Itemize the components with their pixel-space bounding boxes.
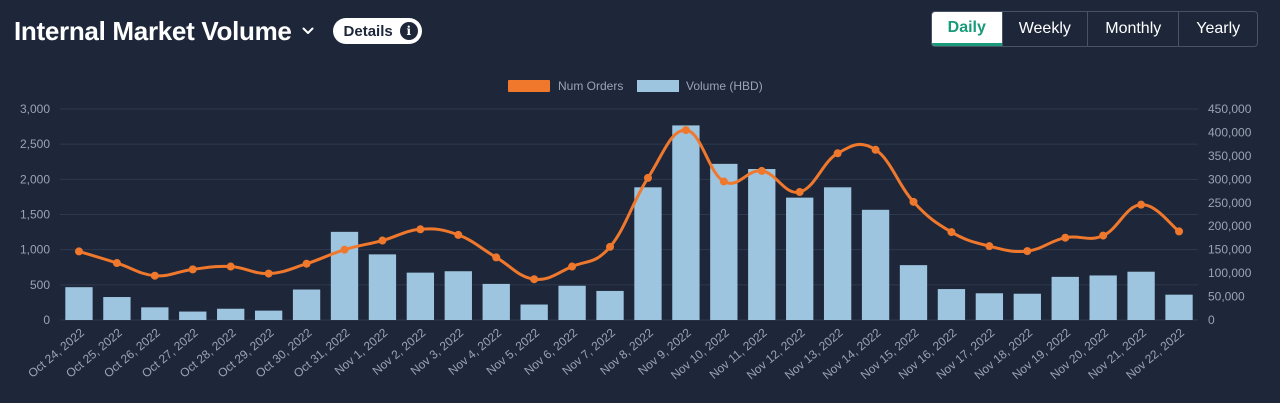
num-orders-point: [681, 126, 690, 135]
num-orders-point: [226, 262, 235, 271]
num-orders-point: [492, 253, 501, 262]
tab-daily[interactable]: Daily: [932, 12, 1002, 46]
volume-bar: [1013, 293, 1041, 320]
num-orders-point: [302, 259, 311, 268]
volume-bar: [1051, 276, 1079, 320]
volume-bar: [596, 290, 624, 320]
volume-bar: [558, 285, 586, 320]
volume-bar: [634, 187, 662, 320]
y-left-tick-label: 500: [30, 278, 50, 292]
num-orders-point: [719, 177, 728, 186]
legend-swatch-volume: [637, 80, 679, 92]
num-orders-point: [909, 197, 918, 206]
num-orders-point: [1023, 247, 1032, 256]
header: Internal Market Volume Details i: [14, 14, 422, 48]
num-orders-point: [795, 187, 804, 196]
num-orders-point: [378, 236, 387, 245]
y-right-tick-label: 400,000: [1208, 125, 1252, 139]
volume-bar: [292, 289, 321, 320]
num-orders-point: [871, 145, 880, 154]
volume-bar: [444, 271, 472, 320]
volume-bar: [217, 308, 245, 320]
details-label: Details: [343, 22, 393, 40]
y-left-tick-label: 3,000: [20, 102, 50, 116]
num-orders-point: [188, 265, 197, 274]
period-tabs: Daily Weekly Monthly Yearly: [931, 11, 1258, 47]
num-orders-point: [1175, 227, 1184, 236]
num-orders-point: [568, 262, 577, 271]
volume-bar: [65, 287, 93, 320]
page-title: Internal Market Volume: [14, 15, 292, 46]
volume-bar: [823, 187, 852, 320]
num-orders-point: [264, 269, 273, 278]
num-orders-point: [606, 242, 615, 251]
volume-bar: [103, 297, 131, 320]
legend-label-num-orders: Num Orders: [558, 79, 623, 93]
num-orders-point: [985, 242, 994, 251]
volume-bar: [520, 304, 548, 320]
num-orders-point: [1099, 231, 1108, 240]
volume-bar: [1127, 271, 1155, 320]
tab-weekly[interactable]: Weekly: [1001, 12, 1087, 46]
y-right-tick-label: 0: [1208, 313, 1215, 327]
y-right-tick-label: 300,000: [1208, 172, 1252, 186]
volume-bar: [141, 307, 169, 320]
legend-label-volume: Volume (HBD): [686, 79, 763, 93]
y-right-tick-label: 50,000: [1208, 290, 1245, 304]
num-orders-point: [1137, 200, 1146, 209]
num-orders-point: [643, 173, 652, 182]
y-left-tick-label: 2,500: [20, 137, 50, 151]
num-orders-point: [112, 259, 121, 268]
y-left-tick-label: 0: [43, 313, 50, 327]
num-orders-line: [78, 128, 1180, 281]
volume-bar: [786, 197, 814, 320]
y-right-tick-label: 350,000: [1208, 149, 1252, 163]
num-orders-point: [150, 271, 159, 280]
y-right-tick-label: 100,000: [1208, 266, 1252, 280]
info-icon: i: [399, 22, 418, 40]
volume-bar: [861, 209, 890, 320]
num-orders-point: [833, 149, 842, 158]
volume-bar: [179, 311, 207, 320]
details-button[interactable]: Details i: [332, 18, 422, 44]
volume-bar: [1165, 294, 1193, 320]
num-orders-point: [530, 275, 539, 284]
y-left-tick-label: 1,500: [20, 208, 50, 222]
volume-bar: [482, 283, 510, 320]
volume-bar: [672, 125, 700, 321]
y-right-tick-label: 250,000: [1208, 196, 1252, 210]
volume-bar: [899, 265, 928, 320]
num-orders-point: [340, 245, 349, 254]
volume-bar: [254, 310, 283, 320]
y-left-tick-label: 2,000: [20, 172, 50, 186]
legend-swatch-num-orders: [508, 80, 550, 92]
num-orders-point: [757, 166, 766, 175]
tab-yearly[interactable]: Yearly: [1178, 12, 1257, 46]
volume-bar: [975, 293, 1004, 320]
volume-bar: [368, 254, 397, 320]
y-right-tick-label: 150,000: [1208, 243, 1252, 257]
y-right-tick-label: 450,000: [1208, 102, 1252, 116]
num-orders-point: [1061, 233, 1070, 242]
volume-bar: [330, 231, 359, 320]
volume-bar: [937, 289, 966, 320]
volume-bar: [748, 169, 776, 320]
num-orders-point: [454, 230, 463, 239]
tab-monthly[interactable]: Monthly: [1087, 12, 1178, 46]
num-orders-point: [947, 228, 956, 237]
num-orders-point: [74, 247, 83, 256]
num-orders-point: [416, 225, 425, 234]
chevron-down-icon[interactable]: [301, 24, 315, 38]
volume-bar: [1089, 275, 1117, 320]
y-left-tick-label: 1,000: [20, 243, 50, 257]
volume-bar: [710, 163, 738, 320]
volume-bar: [406, 272, 435, 320]
y-right-tick-label: 200,000: [1208, 219, 1252, 233]
